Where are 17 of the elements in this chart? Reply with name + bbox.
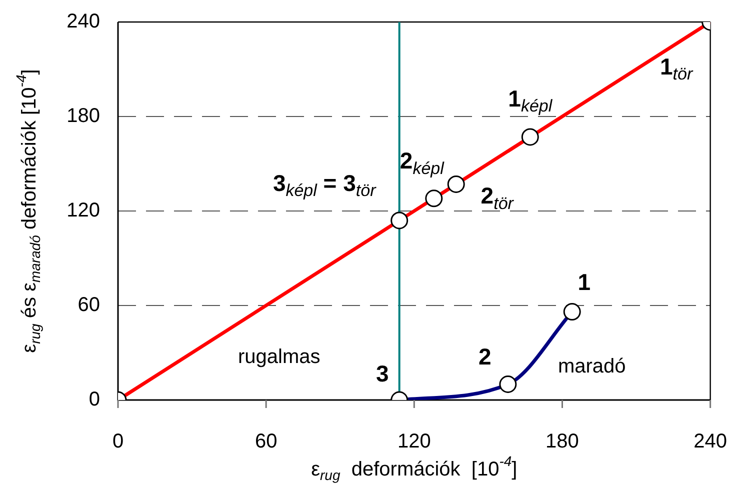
x-tick-label: 0 (112, 430, 124, 453)
annotation: 3 (376, 360, 389, 386)
annotation: 2 (478, 344, 492, 370)
x-tick-label: 180 (546, 430, 579, 453)
y-tick-label: 180 (66, 105, 100, 128)
y-tick-label: 240 (66, 10, 100, 33)
y-tick-label: 60 (78, 294, 100, 316)
y-axis-title: εrug és εmaradó deformációk [10-4] (12, 69, 43, 353)
line-series (118, 22, 710, 400)
annotation: rugalmas (238, 346, 320, 368)
x-tick-label: 120 (397, 430, 431, 453)
y-tick-label: 120 (66, 200, 100, 222)
x-tick-label: 60 (254, 430, 278, 453)
y-tick-label: 0 (88, 388, 100, 411)
annotation: 1 (578, 269, 591, 296)
annotation: maradó (558, 356, 626, 378)
x-tick-label: 240 (694, 430, 728, 453)
